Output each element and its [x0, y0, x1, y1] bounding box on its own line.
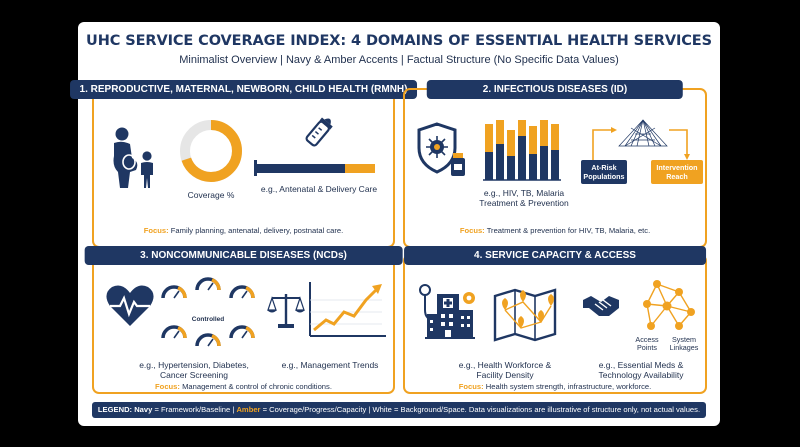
- gauge-needle: [173, 290, 180, 299]
- gauge-needle: [207, 282, 214, 291]
- system-linkages-label: System Linkages: [669, 335, 699, 352]
- bar-amber: [518, 120, 526, 136]
- gauge-needle: [241, 330, 248, 339]
- hypertension-caption: e.g., Hypertension, Diabetes, Cancer Scr…: [139, 360, 249, 380]
- funnel-net-icon: [592, 119, 690, 160]
- intervention-box: Intervention Reach: [651, 160, 703, 184]
- network-icon: [643, 280, 695, 330]
- heart-pulse-icon: [106, 285, 154, 326]
- shield-virus-icon: [417, 122, 465, 176]
- page-title: UHC SERVICE COVERAGE INDEX: 4 DOMAINS OF…: [86, 33, 712, 49]
- handshake-icon: [583, 296, 619, 316]
- bar-chart-icon: [483, 120, 561, 181]
- gauge-arc-amber: [211, 334, 221, 347]
- scales-icon: [267, 294, 305, 328]
- bar-amber: [496, 120, 504, 144]
- meds-caption: e.g., Essential Meds & Technology Availa…: [598, 360, 684, 380]
- bar-amber: [529, 126, 537, 154]
- bar-amber: [507, 130, 515, 156]
- gauge-needle: [241, 290, 248, 299]
- bar-navy: [507, 156, 515, 180]
- hospital-icon: [419, 284, 475, 339]
- coverage-caption: Coverage %: [187, 190, 235, 200]
- bar-amber: [540, 120, 548, 146]
- mother-child-icon: [113, 127, 153, 188]
- trend-line-icon: [309, 282, 386, 337]
- bar-navy: [529, 154, 537, 180]
- gauge-needle: [207, 338, 214, 347]
- panel-heading: 2. INFECTIOUS DISEASES (ID): [426, 80, 684, 99]
- workforce-caption: e.g., Health Workforce & Facility Densit…: [458, 360, 552, 380]
- donut-gauge-icon: [180, 120, 242, 182]
- at-risk-box: At-Risk Populations: [581, 160, 627, 184]
- bar-navy: [496, 144, 504, 180]
- infographic-card: UHC SERVICE COVERAGE INDEX: 4 DOMAINS OF…: [69, 22, 720, 426]
- antenatal-caption: e.g., Antenatal & Delivery Care: [260, 184, 378, 194]
- gauge-arc-amber: [177, 286, 187, 299]
- bar-navy: [551, 150, 559, 180]
- progress-bar-icon: [254, 160, 375, 176]
- gauge-arc-amber: [177, 326, 187, 339]
- panel-heading: 3. NONCOMMUNICABLE DISEASES (NCDs): [84, 246, 403, 265]
- panel-capacity: 4. SERVICE CAPACITY & ACCESS: [403, 246, 707, 394]
- bar-amber: [551, 124, 559, 150]
- panel-focus: Focus: Management & control of chronic c…: [155, 382, 332, 391]
- panel-rmnh: 1. REPRODUCTIVE, MATERNAL, NEWBORN, CHIL…: [69, 80, 418, 248]
- bar-amber: [485, 124, 493, 152]
- panel-focus: Focus: Family planning, antenatal, deliv…: [143, 226, 344, 235]
- bar-navy: [485, 152, 493, 180]
- hiv-tb-malaria-caption: e.g., HIV, TB, Malaria Treatment & Preve…: [479, 188, 569, 208]
- bar-navy: [540, 146, 548, 180]
- controlled-label: Controlled: [191, 316, 225, 323]
- baby-bottle-icon: [305, 117, 333, 147]
- gauge-icon: [161, 277, 255, 347]
- gauge-arc-amber: [245, 286, 255, 299]
- panel-focus: Focus: Health system strength, infrastru…: [458, 382, 652, 391]
- bar-navy: [518, 136, 526, 180]
- gauge-needle: [173, 330, 180, 339]
- panel-ncd: 3. NONCOMMUNICABLE DISEASES (NCDs) Contr…: [84, 246, 403, 394]
- trends-caption: e.g., Management Trends: [281, 360, 379, 370]
- gauge-arc-amber: [211, 278, 221, 291]
- panel-heading: 4. SERVICE CAPACITY & ACCESS: [404, 246, 706, 265]
- gauge-arc-amber: [245, 326, 255, 339]
- panel-focus: Focus: Treatment & prevention for HIV, T…: [459, 226, 651, 235]
- page-subtitle: Minimalist Overview | Navy & Amber Accen…: [179, 54, 619, 66]
- panel-id: 2. INFECTIOUS DISEASES (ID) e.g., HIV, T…: [403, 80, 707, 248]
- panel-heading: 1. REPRODUCTIVE, MATERNAL, NEWBORN, CHIL…: [69, 80, 418, 99]
- map-pins-icon: [493, 288, 557, 342]
- access-points-label: Access Points: [635, 335, 659, 352]
- legend-bar: LEGEND: Navy = Framework/Baseline | Ambe…: [92, 402, 706, 418]
